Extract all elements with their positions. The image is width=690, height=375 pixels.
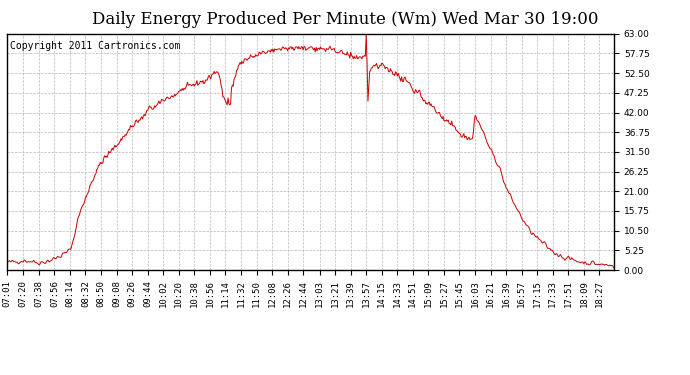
Text: Copyright 2011 Cartronics.com: Copyright 2011 Cartronics.com [10, 41, 180, 51]
Text: Daily Energy Produced Per Minute (Wm) Wed Mar 30 19:00: Daily Energy Produced Per Minute (Wm) We… [92, 11, 598, 28]
